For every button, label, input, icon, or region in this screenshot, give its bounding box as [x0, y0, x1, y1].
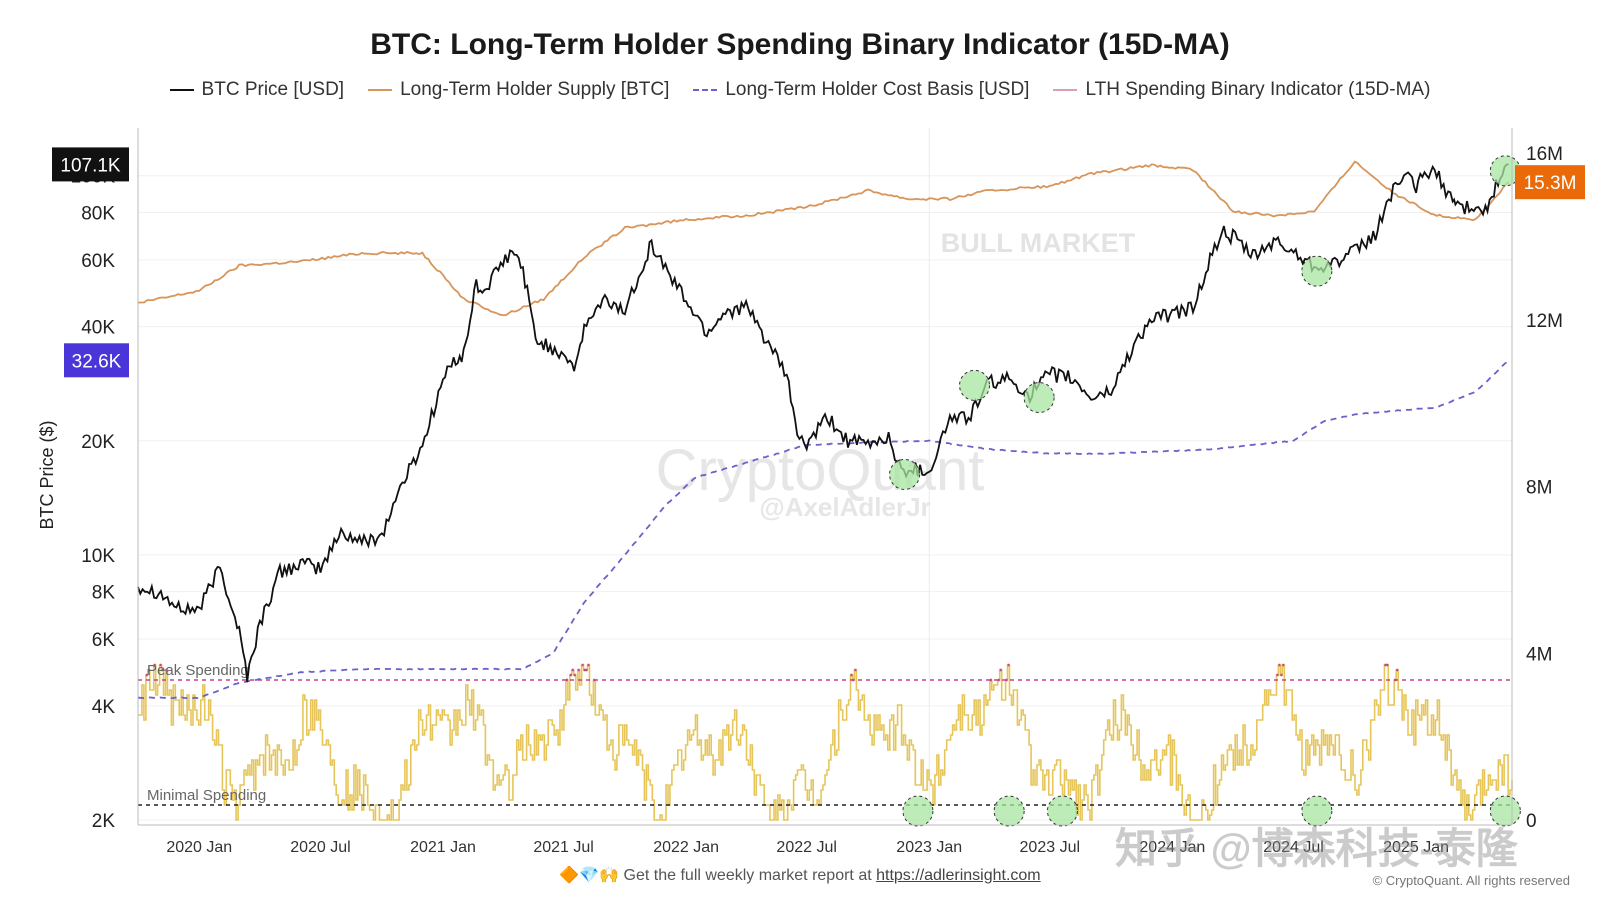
y-tick-label: 80K — [81, 203, 115, 224]
minimal-spending-marker — [1301, 795, 1333, 827]
y-tick-label: 40K — [81, 318, 115, 339]
y-tick-label: 10K — [81, 546, 115, 567]
low-spending-marker — [1301, 255, 1333, 287]
overlay-watermark: 知乎 @博森科技-泰隆 — [1115, 825, 1518, 872]
x-tick-label: 2022 Jan — [653, 839, 719, 856]
value-tags: 107.1K 32.6K 15.3M — [52, 147, 1585, 378]
minimal-spending-marker — [993, 795, 1025, 827]
y2-tick-label: 12M — [1526, 311, 1563, 332]
footer-text: 🔶💎🙌 Get the full weekly market report at — [559, 867, 877, 884]
report-link[interactable]: https://adlerinsight.com — [876, 867, 1041, 884]
y2-tick-label: 16M — [1526, 144, 1563, 165]
x-tick-label: 2021 Jan — [410, 839, 476, 856]
y-tick-label: 2K — [92, 811, 116, 832]
chart-legend: BTC Price [USD] Long-Term Holder Supply … — [0, 79, 1600, 101]
x-tick-label: 2022 Jul — [776, 839, 837, 856]
footer: 🔶💎🙌 Get the full weekly market report at… — [0, 865, 1600, 885]
lth-cost-basis-line — [137, 359, 1510, 700]
lth-spending-indicator-line — [138, 664, 1513, 821]
x-tick-label: 2020 Jul — [290, 839, 351, 856]
y-tick-label: 20K — [81, 432, 115, 453]
chart-title: BTC: Long-Term Holder Spending Binary In… — [370, 28, 1230, 61]
x-tick-label: 2024 Jan — [1139, 839, 1205, 856]
y2-tick-label: 4M — [1526, 644, 1552, 665]
bull-market-annotation: BULL MARKET — [941, 228, 1136, 258]
y2-tick-label: 0 — [1526, 811, 1537, 832]
legend-item-btc-price[interactable]: BTC Price [USD] — [169, 79, 345, 101]
minimal-spending-marker — [902, 795, 934, 827]
cost-basis-tag-bg — [64, 343, 129, 378]
indicator-series — [138, 663, 1513, 821]
legend-swatch-icon — [368, 89, 393, 91]
low-spending-marker — [1023, 382, 1055, 414]
legend-swatch-icon — [1053, 89, 1078, 91]
y2-tick-label: 8M — [1526, 478, 1552, 499]
supply-tag-bg — [1515, 165, 1585, 200]
lth-supply-line — [137, 160, 1510, 317]
y-tick-label: 8K — [92, 583, 116, 604]
legend-item-lth-supply[interactable]: Long-Term Holder Supply [BTC] — [368, 79, 669, 101]
minimal-spending-label: Minimal Spending — [147, 787, 266, 804]
price-tag-bg — [52, 147, 129, 182]
y-axis-label: BTC Price ($) — [37, 420, 57, 529]
legend-label: Long-Term Holder Cost Basis [USD] — [725, 79, 1030, 100]
x-tick-label: 2023 Jul — [1020, 839, 1081, 856]
y-tick-label: 4K — [92, 697, 116, 718]
low-spending-markers — [889, 155, 1521, 827]
x-tick-label: 2023 Jan — [896, 839, 962, 856]
grid — [138, 128, 1512, 825]
legend-label: BTC Price [USD] — [201, 79, 345, 100]
x-tick-label: 2021 Jul — [533, 839, 594, 856]
cost-basis-tag: 32.6K — [72, 351, 122, 372]
minimal-spending-marker — [1046, 795, 1078, 827]
low-spending-marker — [959, 369, 991, 401]
low-spending-marker — [889, 458, 921, 490]
legend-item-lth-cost-basis[interactable]: Long-Term Holder Cost Basis [USD] — [693, 79, 1029, 101]
btc-price-line — [137, 163, 1509, 683]
x-tick-label: 2024 Jul — [1263, 839, 1324, 856]
y-tick-label: 60K — [81, 251, 115, 272]
copyright: © CryptoQuant. All rights reserved — [1372, 873, 1570, 888]
legend-swatch-icon — [169, 89, 194, 91]
axes: 2K4K6K8K10K20K40K60K80K100K04M8M12M16M20… — [71, 128, 1563, 856]
x-tick-label: 2025 Jan — [1383, 839, 1449, 856]
y-tick-label: 6K — [92, 630, 116, 651]
minimal-spending-marker — [1489, 795, 1521, 827]
supply-tag: 15.3M — [1524, 173, 1577, 194]
x-tick-label: 2020 Jan — [166, 839, 232, 856]
legend-swatch-icon — [693, 89, 718, 91]
price-tag: 107.1K — [60, 155, 121, 176]
peak-spending-label: Peak Spending — [147, 662, 249, 679]
legend-item-lth-spending-indicator[interactable]: LTH Spending Binary Indicator (15D-MA) — [1053, 79, 1430, 101]
legend-label: LTH Spending Binary Indicator (15D-MA) — [1085, 79, 1431, 100]
legend-label: Long-Term Holder Supply [BTC] — [400, 79, 670, 100]
author-watermark: @AxelAdlerJr — [759, 492, 930, 522]
